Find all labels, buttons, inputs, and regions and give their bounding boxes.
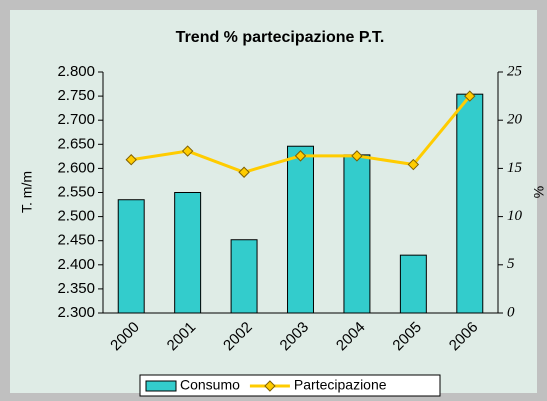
y-tick-label: 2.750 bbox=[57, 87, 95, 104]
y-tick-label: 2.450 bbox=[57, 232, 95, 249]
y-tick-label: 2.700 bbox=[57, 111, 95, 128]
legend-marker bbox=[264, 380, 276, 392]
y2-axis-title: % bbox=[531, 186, 547, 198]
legend-label: Consumo bbox=[180, 377, 240, 393]
y2-tick-label: 10 bbox=[507, 208, 523, 224]
y2-tick-label: 15 bbox=[507, 160, 523, 176]
marker bbox=[407, 158, 420, 171]
y-tick-label: 2.500 bbox=[57, 208, 95, 225]
y-tick-label: 2.800 bbox=[57, 63, 95, 80]
y-tick-label: 2.550 bbox=[57, 183, 95, 200]
marker bbox=[238, 166, 250, 178]
bar bbox=[456, 93, 484, 314]
y-tick-label: 2.400 bbox=[57, 256, 95, 273]
y2-tick-label: 25 bbox=[507, 63, 523, 79]
marker bbox=[294, 150, 307, 162]
legend-label: Partecipazione bbox=[294, 377, 387, 393]
marker bbox=[181, 145, 194, 157]
bar bbox=[117, 199, 145, 314]
bar bbox=[343, 154, 371, 314]
bar bbox=[230, 239, 258, 314]
y-tick-label: 2.650 bbox=[57, 135, 95, 152]
y2-tick-label: 20 bbox=[507, 112, 523, 128]
marker bbox=[351, 150, 363, 162]
bar bbox=[399, 254, 427, 314]
y-tick-label: 2.600 bbox=[57, 159, 95, 176]
marker bbox=[464, 90, 476, 102]
bar bbox=[287, 145, 314, 314]
y2-tick-label: 5 bbox=[507, 256, 515, 272]
y-tick-label: 2.300 bbox=[57, 304, 95, 321]
legend-swatch bbox=[145, 380, 177, 392]
marker bbox=[125, 154, 137, 166]
y2-tick-label: 0 bbox=[507, 304, 515, 320]
y-axis-title: T. m/m bbox=[19, 171, 35, 213]
chart-title: Trend % partecipazione P.T. bbox=[176, 29, 385, 46]
y-tick-label: 2.350 bbox=[57, 280, 95, 297]
bar bbox=[174, 192, 202, 314]
legend bbox=[139, 374, 441, 397]
